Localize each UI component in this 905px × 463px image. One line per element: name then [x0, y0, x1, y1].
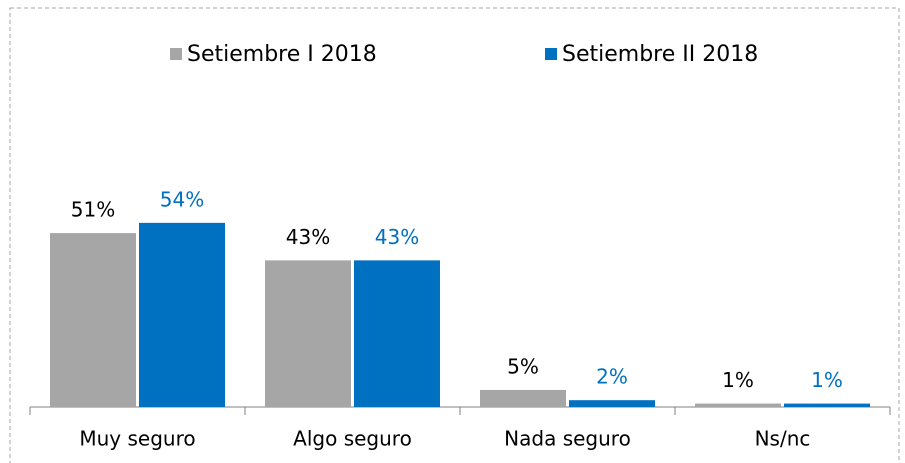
bar: [354, 260, 440, 407]
chart-border: [9, 7, 900, 463]
x-tick-label: Algo seguro: [293, 427, 412, 451]
legend-swatch: [170, 48, 182, 60]
bar: [265, 260, 351, 407]
data-label: 43%: [286, 225, 330, 249]
x-tick-label: Muy seguro: [79, 427, 195, 451]
bar: [139, 222, 225, 407]
data-label: 1%: [722, 368, 754, 392]
data-label: 1%: [811, 368, 843, 392]
data-label: 54%: [160, 187, 204, 211]
legend-label: Setiembre I 2018: [187, 42, 377, 67]
x-tick-label: Nada seguro: [504, 427, 631, 451]
data-label: 43%: [375, 225, 419, 249]
legend-swatch: [545, 48, 557, 60]
legend-label: Setiembre II 2018: [562, 42, 758, 67]
data-label: 5%: [507, 354, 539, 378]
bar: [480, 389, 566, 407]
data-label: 51%: [71, 198, 115, 222]
bar: [569, 400, 655, 407]
bar: [50, 233, 136, 407]
bar: [784, 403, 870, 407]
data-label: 2%: [596, 365, 628, 389]
x-tick-label: Ns/nc: [755, 427, 811, 451]
bar: [695, 403, 781, 407]
